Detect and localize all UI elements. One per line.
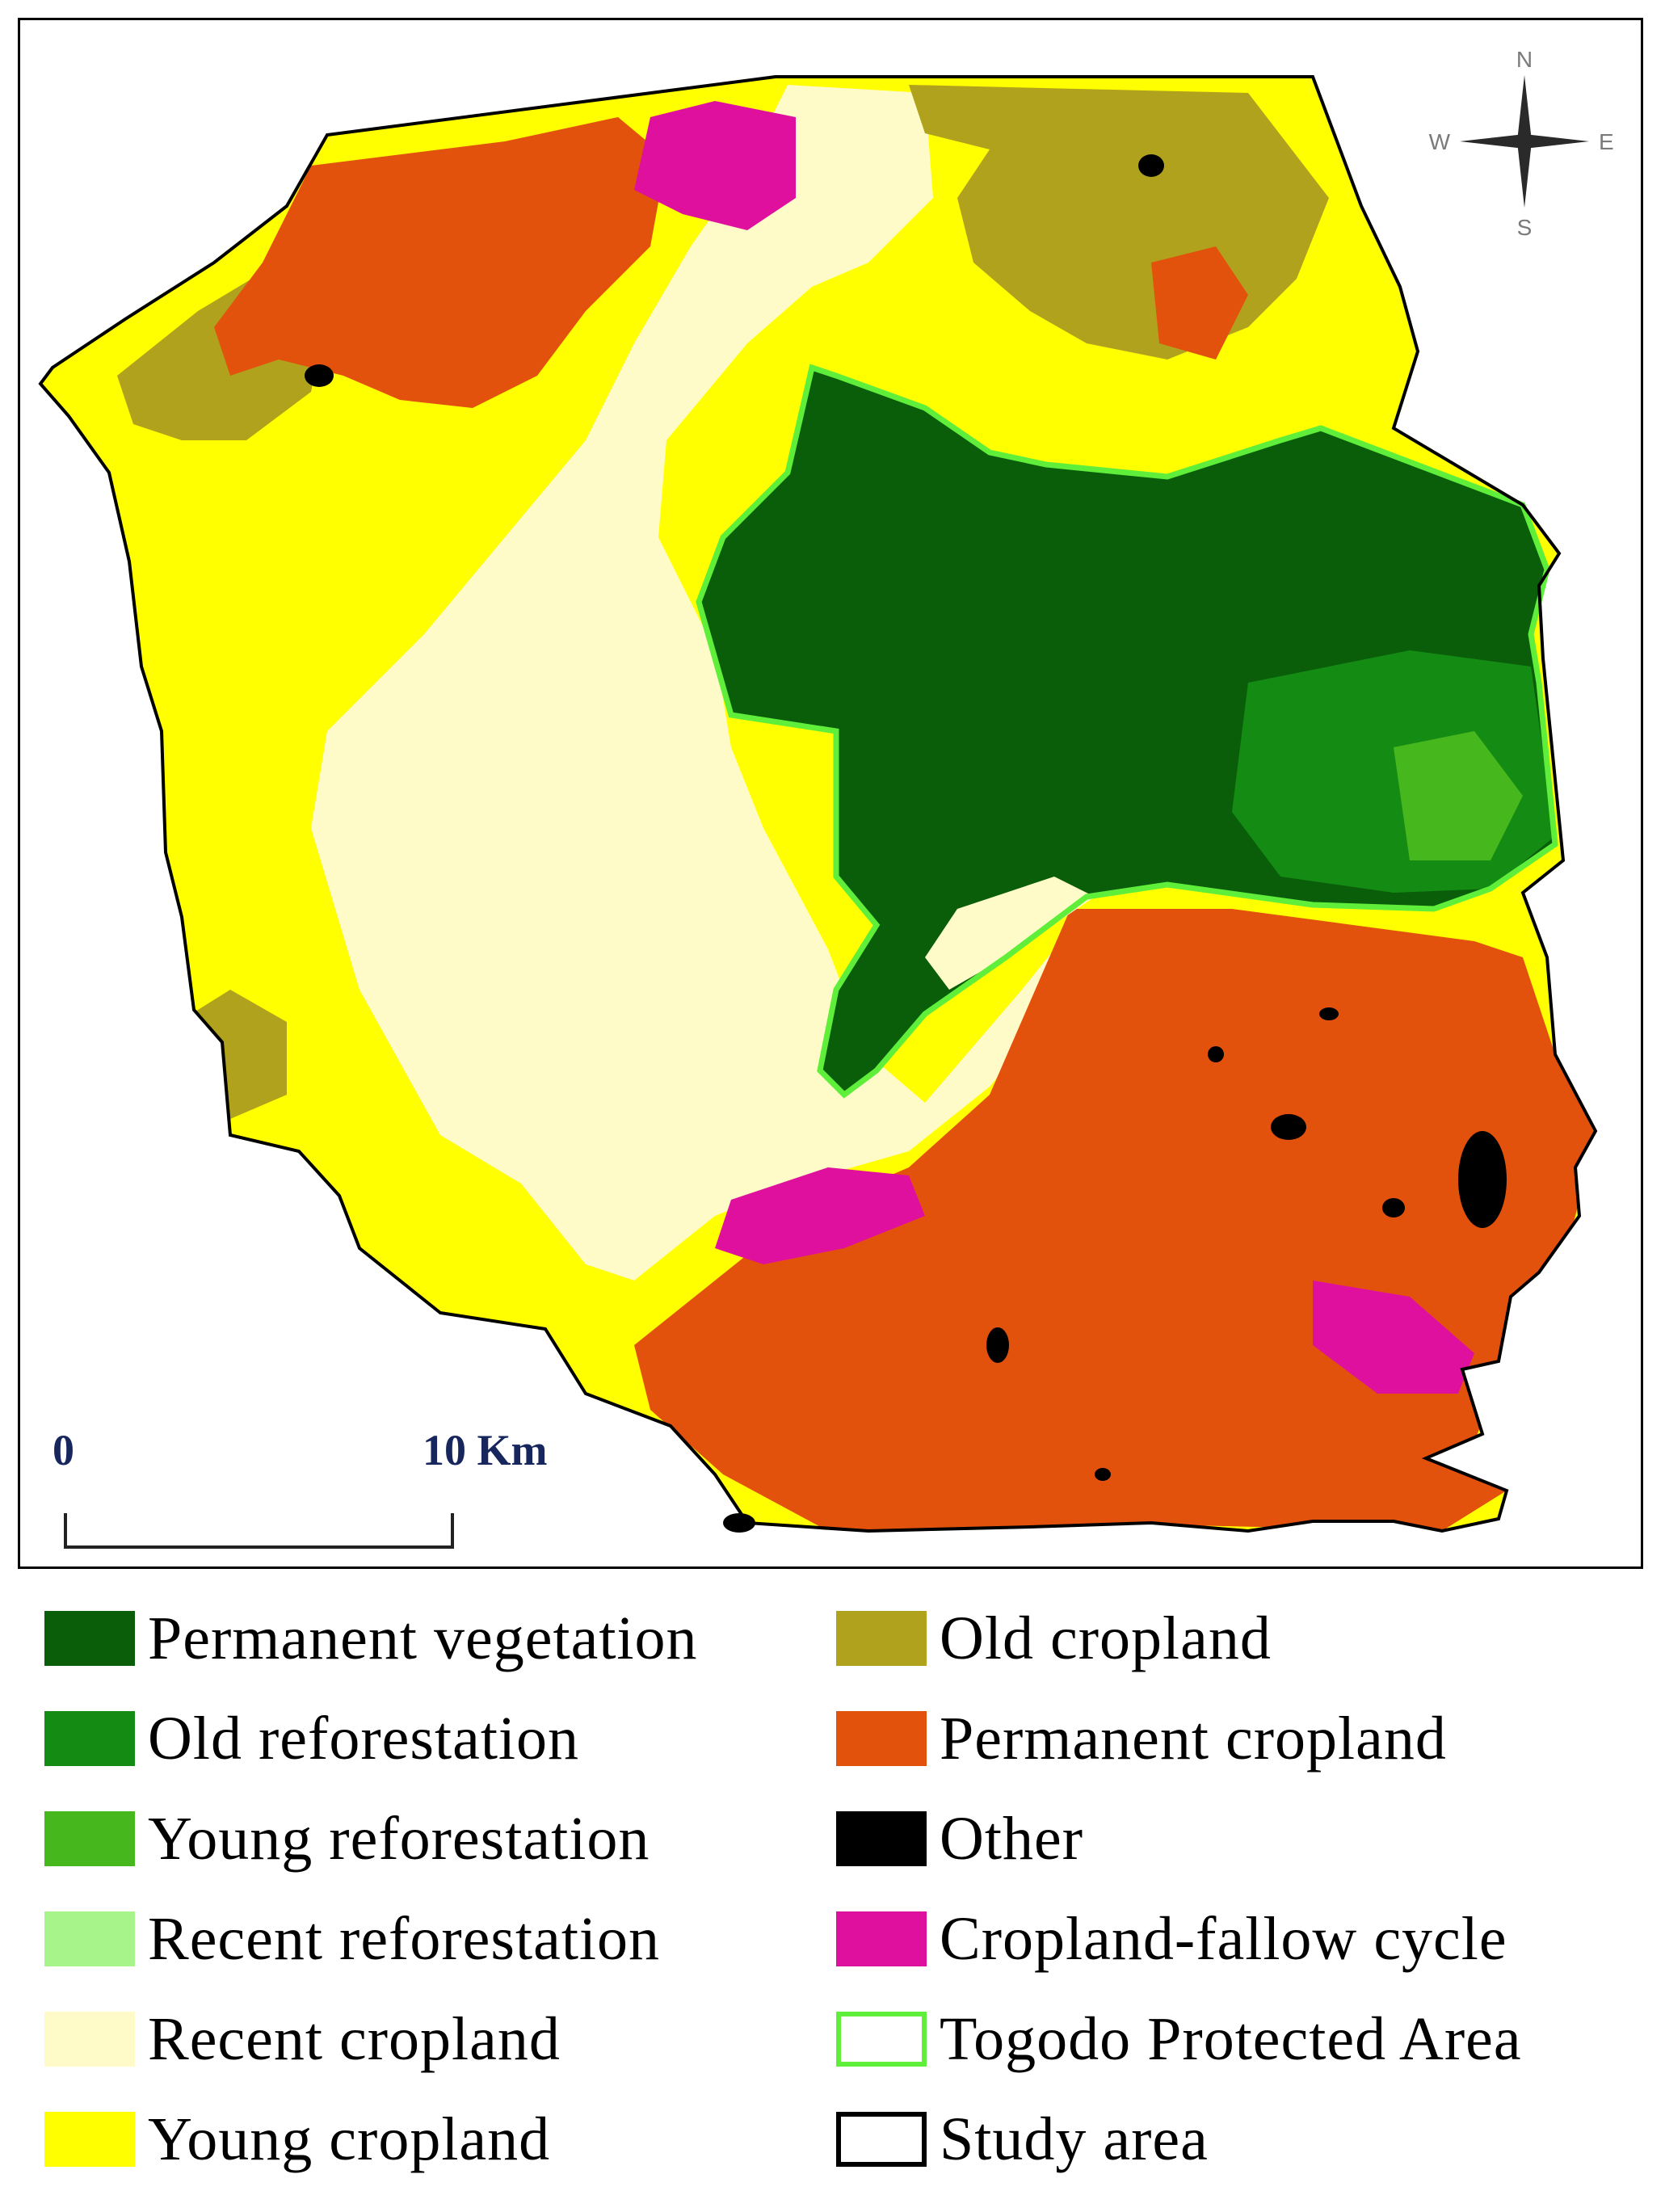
legend-swatch	[44, 1611, 135, 1666]
legend-swatch	[44, 2012, 135, 2067]
old-reforestation-patch	[1232, 650, 1555, 893]
legend-label: Permanent vegetation	[148, 1604, 698, 1672]
legend-label: Cropland-fallow cycle	[940, 1904, 1507, 1973]
protected-area-fill	[699, 368, 1555, 1095]
legend-label: Young reforestation	[148, 1804, 650, 1873]
legend-item: Permanent vegetation	[44, 1604, 698, 1672]
togodo-protected-area	[696, 364, 1558, 1099]
legend-label: Other	[940, 1804, 1084, 1873]
compass-s: S	[1517, 215, 1533, 240]
legend-item: Recent cropland	[44, 2005, 561, 2073]
compass-needle-ew	[1460, 134, 1589, 149]
compass-e: E	[1599, 129, 1614, 154]
legend-swatch	[836, 2112, 927, 2167]
legend-swatch	[44, 1911, 135, 1966]
legend-label: Permanent cropland	[940, 1704, 1447, 1773]
legend-label: Old cropland	[940, 1604, 1272, 1672]
legend-swatch	[44, 1811, 135, 1866]
legend-label: Young cropland	[148, 2105, 551, 2173]
protected-area-outline	[696, 364, 1558, 1099]
young-reforestation-patch	[1394, 731, 1523, 860]
recent-cropland-inner-patch	[925, 877, 1095, 990]
legend-item: Other	[836, 1804, 1084, 1873]
legend-swatch	[836, 2012, 927, 2067]
legend-item: Study area	[836, 2105, 1209, 2173]
legend-label: Recent cropland	[148, 2004, 561, 2073]
legend-label: Recent reforestation	[148, 1904, 661, 1973]
class-cropland-fallow-nw	[634, 101, 796, 230]
legend-swatch	[836, 1711, 927, 1766]
class-permanent-cropland-nw	[214, 117, 666, 408]
class-recent-cropland	[311, 85, 1087, 1281]
map-frame: N S E W 0 10 Km	[18, 18, 1643, 1569]
legend-label: Old reforestation	[148, 1704, 580, 1773]
scale-bar: 0 10 Km	[53, 1426, 548, 1549]
legend-item: Old reforestation	[44, 1704, 580, 1773]
compass-w: W	[1429, 129, 1451, 154]
legend: Permanent vegetation Old reforestation You…	[44, 1604, 1652, 2196]
scale-bar-end-label: 10 Km	[423, 1426, 548, 1474]
legend-swatch	[44, 1711, 135, 1766]
north-arrow: N S E W	[1429, 47, 1614, 240]
class-permanent-cropland-ne	[1151, 246, 1248, 360]
legend-swatch	[836, 1611, 927, 1666]
legend-item: Young cropland	[44, 2105, 551, 2173]
legend-item: Old cropland	[836, 1604, 1272, 1672]
scale-bar-start-label: 0	[53, 1426, 74, 1474]
legend-swatch	[44, 2112, 135, 2167]
study-area-outline	[38, 75, 1598, 1533]
legend-swatch	[836, 1811, 927, 1866]
scale-bar-line	[64, 1513, 454, 1549]
class-cropland-fallow-s	[715, 1167, 925, 1264]
land-cover-map: N S E W 0 10 Km	[38, 47, 1614, 1549]
legend-item: Cropland-fallow cycle	[836, 1904, 1507, 1973]
class-other-patches	[305, 154, 1507, 1533]
legend-item: Permanent cropland	[836, 1704, 1447, 1773]
legend-swatch	[836, 1911, 927, 1966]
compass-n: N	[1516, 47, 1533, 72]
legend-label: Study area	[940, 2105, 1209, 2173]
class-cropland-fallow-se	[1313, 1281, 1474, 1394]
legend-item: Young reforestation	[44, 1804, 650, 1873]
legend-item: Recent reforestation	[44, 1904, 661, 1973]
legend-label: Togodo Protected Area	[940, 2004, 1522, 2073]
legend-item: Togodo Protected Area	[836, 2005, 1522, 2073]
